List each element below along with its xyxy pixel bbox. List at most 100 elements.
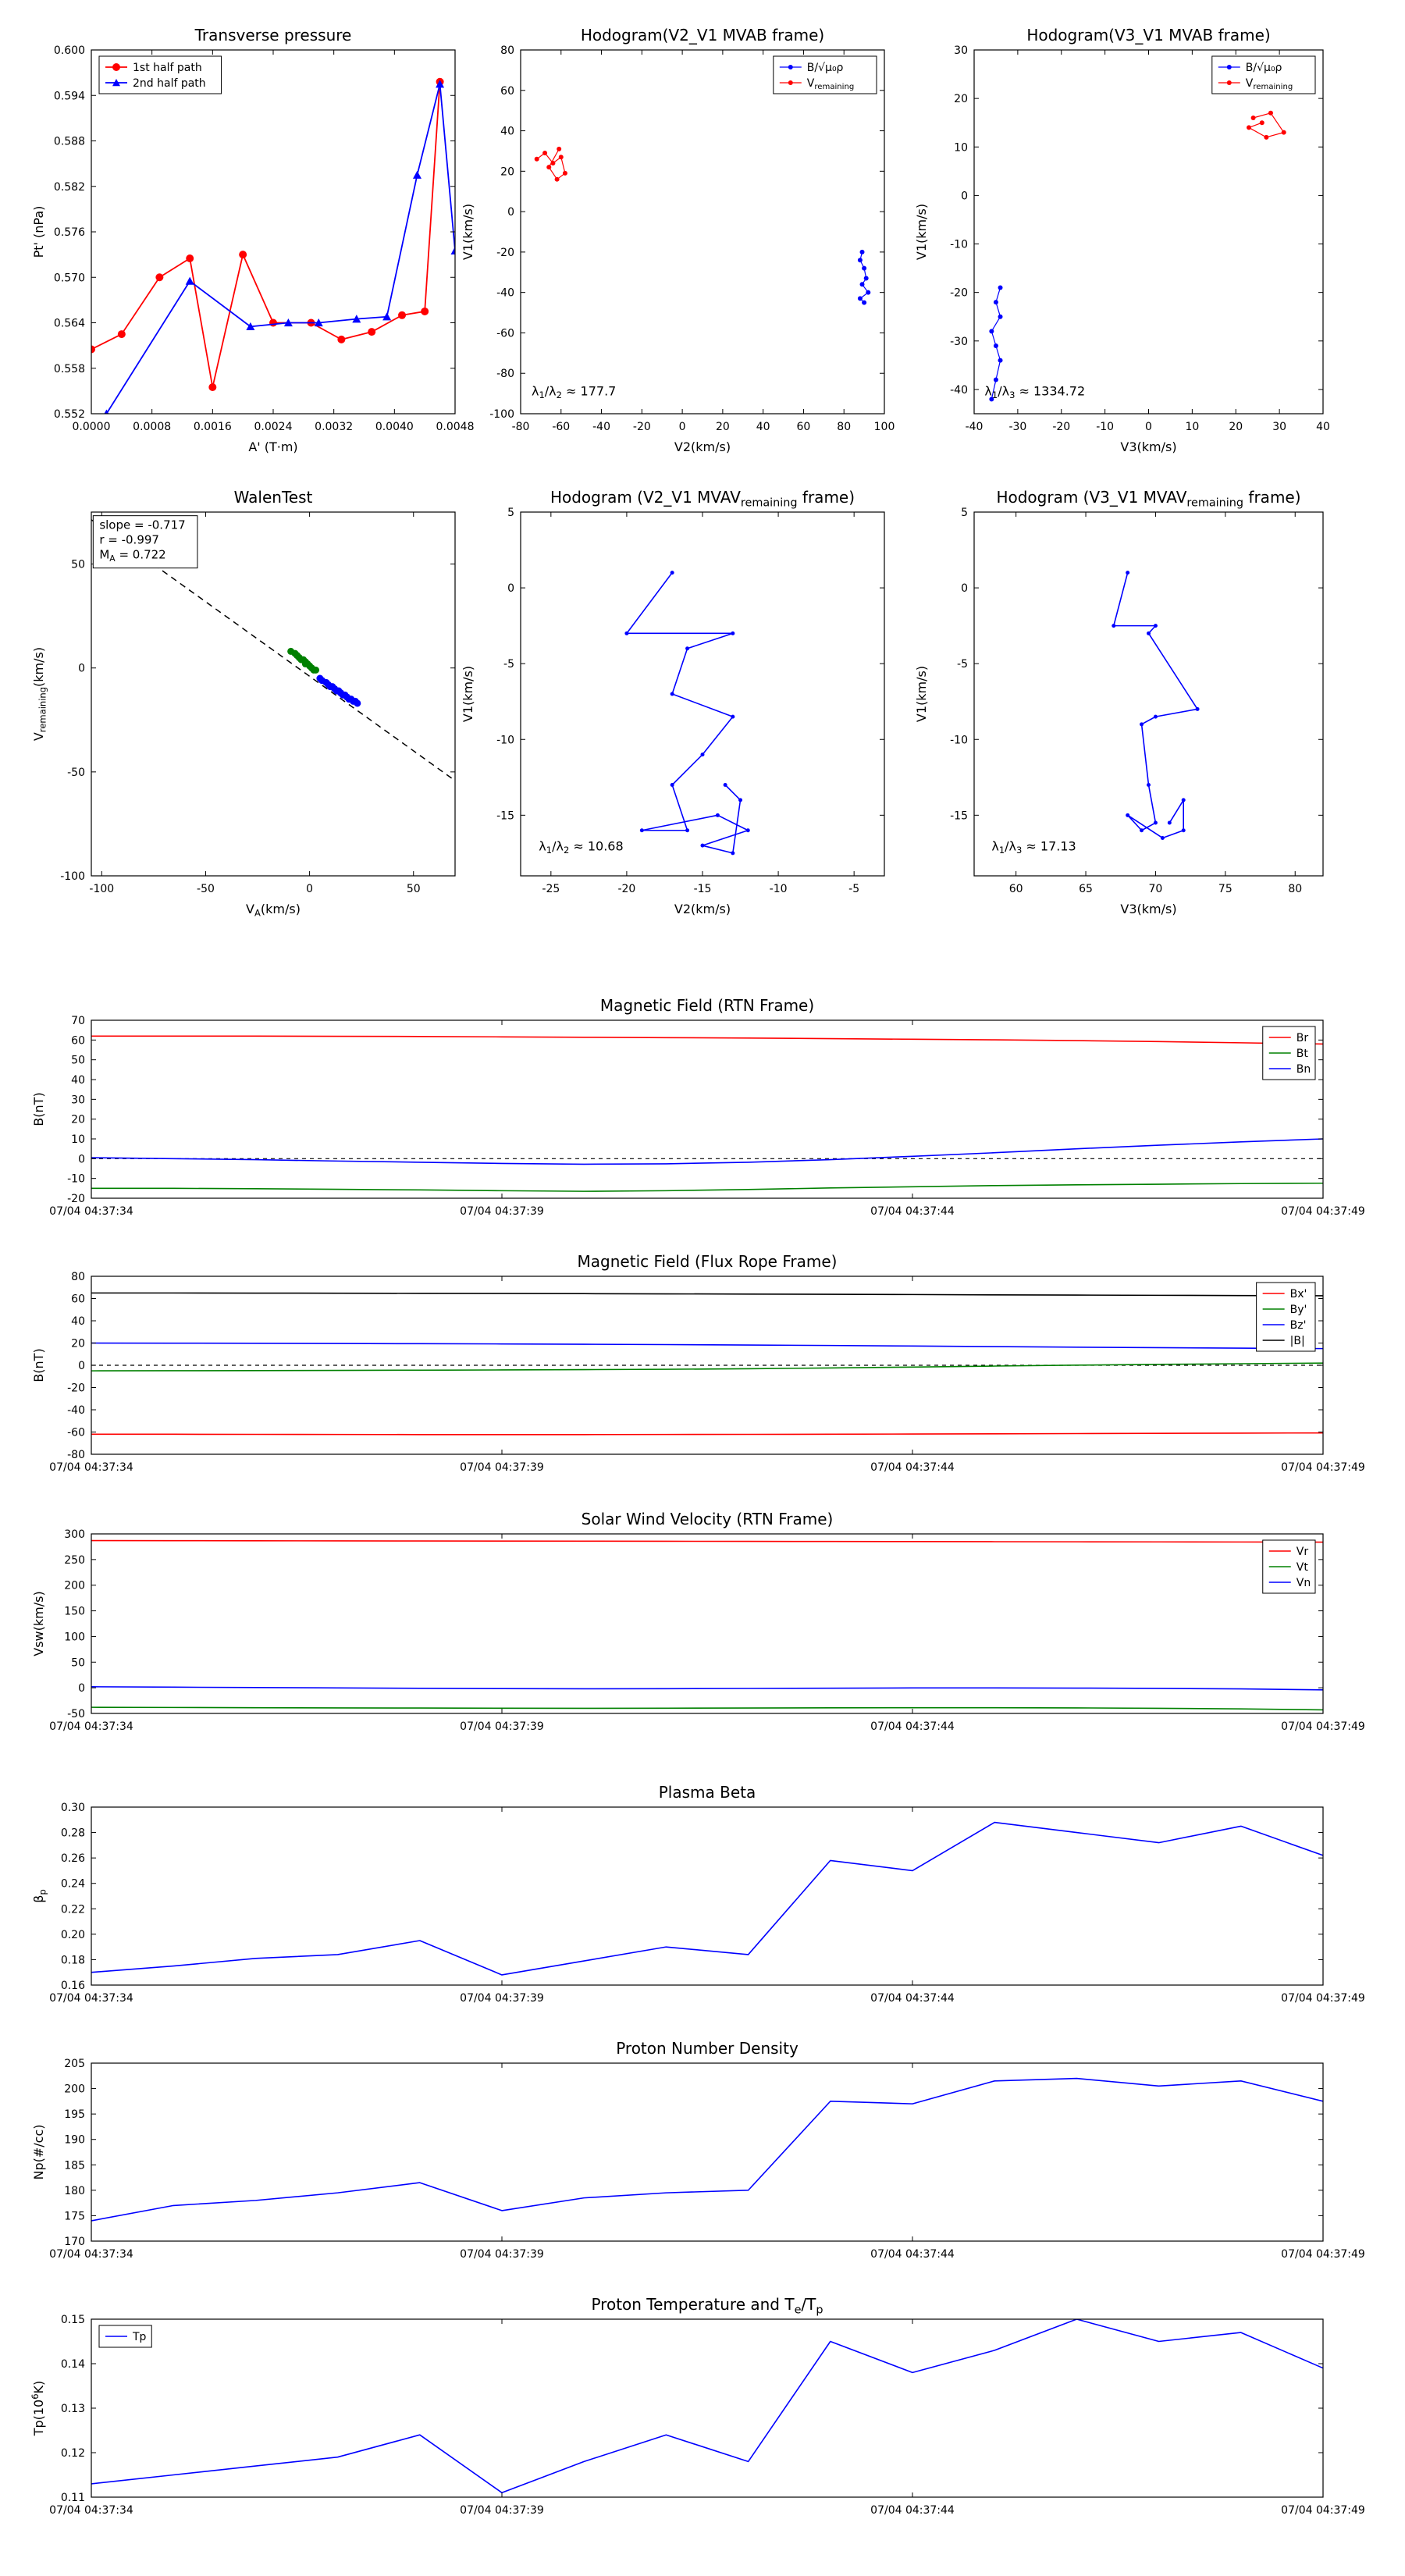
svg-text:60: 60 bbox=[71, 1034, 85, 1047]
svg-text:Tp(106K): Tp(106K) bbox=[30, 2381, 46, 2437]
svg-text:0: 0 bbox=[78, 1360, 85, 1372]
svg-text:40: 40 bbox=[756, 421, 770, 433]
svg-text:20: 20 bbox=[1229, 421, 1243, 433]
svg-text:B(nT): B(nT) bbox=[31, 1092, 46, 1126]
svg-text:60: 60 bbox=[797, 421, 811, 433]
panel-ts5: 07/04 04:37:34 07/04 04:37:39 07/04 04:37:… bbox=[31, 2039, 1365, 2261]
svg-text:0.11: 0.11 bbox=[61, 2492, 85, 2504]
svg-text:0.0040: 0.0040 bbox=[375, 421, 414, 433]
svg-text:|B|: |B| bbox=[1290, 1335, 1305, 1347]
svg-text:70: 70 bbox=[1149, 883, 1163, 895]
svg-text:-5: -5 bbox=[957, 658, 968, 671]
svg-text:07/04 04:37:44: 07/04 04:37:44 bbox=[870, 2248, 955, 2261]
svg-text:-40: -40 bbox=[966, 421, 984, 433]
svg-text:60: 60 bbox=[71, 1293, 85, 1306]
svg-text:V2(km/s): V2(km/s) bbox=[674, 439, 731, 454]
svg-text:170: 170 bbox=[64, 2236, 85, 2248]
svg-text:-30: -30 bbox=[950, 336, 968, 348]
svg-text:30: 30 bbox=[1272, 421, 1286, 433]
svg-text:-40: -40 bbox=[496, 287, 514, 300]
svg-text:-100: -100 bbox=[60, 870, 85, 883]
svg-text:20: 20 bbox=[954, 93, 968, 105]
svg-text:07/04 04:37:49: 07/04 04:37:49 bbox=[1281, 2504, 1365, 2517]
svg-text:50: 50 bbox=[71, 1055, 85, 1067]
svg-text:0.600: 0.600 bbox=[54, 44, 85, 57]
svg-text:0.564: 0.564 bbox=[54, 318, 85, 330]
svg-text:0.0048: 0.0048 bbox=[436, 421, 475, 433]
svg-text:-80: -80 bbox=[67, 1449, 85, 1461]
panel-ts3: 07/04 04:37:34 07/04 04:37:39 07/04 04:37:… bbox=[31, 1510, 1365, 1733]
svg-text:07/04 04:37:34: 07/04 04:37:34 bbox=[49, 1461, 133, 1474]
svg-text:λ1/λ2 ≈ 10.68: λ1/λ2 ≈ 10.68 bbox=[539, 838, 623, 856]
svg-text:VA(km/s): VA(km/s) bbox=[246, 902, 301, 919]
svg-text:1st half path: 1st half path bbox=[133, 62, 202, 74]
svg-text:V3(km/s): V3(km/s) bbox=[1120, 902, 1176, 916]
svg-text:B/√μ₀ρ: B/√μ₀ρ bbox=[807, 62, 844, 74]
svg-text:5: 5 bbox=[961, 507, 968, 519]
svg-text:V1(km/s): V1(km/s) bbox=[461, 204, 475, 260]
svg-text:80: 80 bbox=[837, 421, 851, 433]
panel-ts6: 07/04 04:37:34 07/04 04:37:39 07/04 04:37:… bbox=[30, 2295, 1365, 2517]
svg-text:80: 80 bbox=[500, 44, 514, 57]
svg-text:0.558: 0.558 bbox=[54, 363, 85, 375]
svg-text:0.28: 0.28 bbox=[61, 1827, 85, 1840]
svg-text:0: 0 bbox=[507, 206, 514, 219]
svg-text:0.582: 0.582 bbox=[54, 181, 85, 194]
panel-p5: -25 -20 -15 -10 -5 -15 -10 -5 0 5 Hodogram (V2_V1 … bbox=[461, 488, 885, 916]
svg-text:300: 300 bbox=[64, 1528, 85, 1541]
svg-text:80: 80 bbox=[1288, 883, 1302, 895]
svg-text:07/04 04:37:34: 07/04 04:37:34 bbox=[49, 1992, 133, 2005]
svg-text:-10: -10 bbox=[950, 734, 968, 746]
svg-text:07/04 04:37:39: 07/04 04:37:39 bbox=[460, 1720, 544, 1733]
svg-text:λ1/λ3 ≈ 17.13: λ1/λ3 ≈ 17.13 bbox=[991, 838, 1076, 856]
svg-text:Bn: Bn bbox=[1297, 1063, 1311, 1076]
svg-text:V1(km/s): V1(km/s) bbox=[914, 204, 929, 260]
svg-text:MA = 0.722: MA = 0.722 bbox=[99, 548, 165, 564]
svg-text:0: 0 bbox=[961, 582, 968, 595]
svg-text:-10: -10 bbox=[496, 734, 514, 746]
svg-text:Hodogram (V2_V1 MVAVremaining: Hodogram (V2_V1 MVAVremaining frame) bbox=[550, 488, 855, 509]
svg-text:20: 20 bbox=[71, 1114, 85, 1126]
svg-text:50: 50 bbox=[71, 1656, 85, 1669]
svg-text:07/04 04:37:44: 07/04 04:37:44 bbox=[870, 1461, 955, 1474]
svg-text:0: 0 bbox=[78, 1682, 85, 1695]
svg-text:0.0000: 0.0000 bbox=[73, 421, 111, 433]
panel-p4: -100 -50 0 50 -100 -50 0 50 WalenTest VA(km/s) Vre… bbox=[31, 488, 456, 919]
svg-text:-10: -10 bbox=[1096, 421, 1114, 433]
svg-text:Bt: Bt bbox=[1297, 1048, 1309, 1060]
svg-text:-40: -40 bbox=[67, 1404, 85, 1417]
svg-text:B(nT): B(nT) bbox=[31, 1348, 46, 1382]
svg-text:-10: -10 bbox=[67, 1173, 85, 1186]
svg-text:Hodogram(V2_V1 MVAB frame): Hodogram(V2_V1 MVAB frame) bbox=[581, 26, 824, 44]
svg-text:0.14: 0.14 bbox=[61, 2358, 85, 2371]
svg-text:Proton Temperature and Te/Tp: Proton Temperature and Te/Tp bbox=[591, 2295, 823, 2316]
svg-text:07/04 04:37:49: 07/04 04:37:49 bbox=[1281, 1205, 1365, 1218]
svg-text:V3(km/s): V3(km/s) bbox=[1120, 439, 1176, 454]
svg-text:Plasma Beta: Plasma Beta bbox=[659, 1783, 756, 1802]
svg-text:0.552: 0.552 bbox=[54, 408, 85, 421]
svg-text:0.594: 0.594 bbox=[54, 90, 85, 102]
svg-text:V1(km/s): V1(km/s) bbox=[914, 666, 929, 722]
svg-text:10: 10 bbox=[71, 1133, 85, 1146]
svg-text:0: 0 bbox=[306, 883, 313, 895]
svg-text:Pt' (nPa): Pt' (nPa) bbox=[31, 206, 46, 258]
svg-text:0: 0 bbox=[679, 421, 686, 433]
svg-text:Vn: Vn bbox=[1297, 1577, 1311, 1589]
svg-text:0.576: 0.576 bbox=[54, 226, 85, 239]
svg-text:Vremaining(km/s): Vremaining(km/s) bbox=[31, 647, 48, 741]
svg-text:50: 50 bbox=[407, 883, 421, 895]
svg-text:-60: -60 bbox=[552, 421, 570, 433]
svg-text:07/04 04:37:34: 07/04 04:37:34 bbox=[49, 2248, 133, 2261]
panel-p6: 60 65 70 75 80 -15 -10 -5 0 5 Hodogram (V3_V1 MVAV… bbox=[914, 488, 1324, 916]
svg-text:07/04 04:37:39: 07/04 04:37:39 bbox=[460, 1205, 544, 1218]
svg-text:0.13: 0.13 bbox=[61, 2403, 85, 2415]
svg-text:0: 0 bbox=[78, 663, 85, 675]
svg-text:185: 185 bbox=[64, 2159, 85, 2172]
svg-text:-25: -25 bbox=[542, 883, 560, 895]
svg-text:λ1/λ2 ≈ 177.7: λ1/λ2 ≈ 177.7 bbox=[532, 384, 616, 401]
svg-text:5: 5 bbox=[507, 507, 514, 519]
svg-text:-30: -30 bbox=[1008, 421, 1026, 433]
svg-text:0.26: 0.26 bbox=[61, 1852, 85, 1865]
svg-text:Vremaining: Vremaining bbox=[807, 77, 854, 91]
svg-text:-40: -40 bbox=[950, 384, 968, 397]
